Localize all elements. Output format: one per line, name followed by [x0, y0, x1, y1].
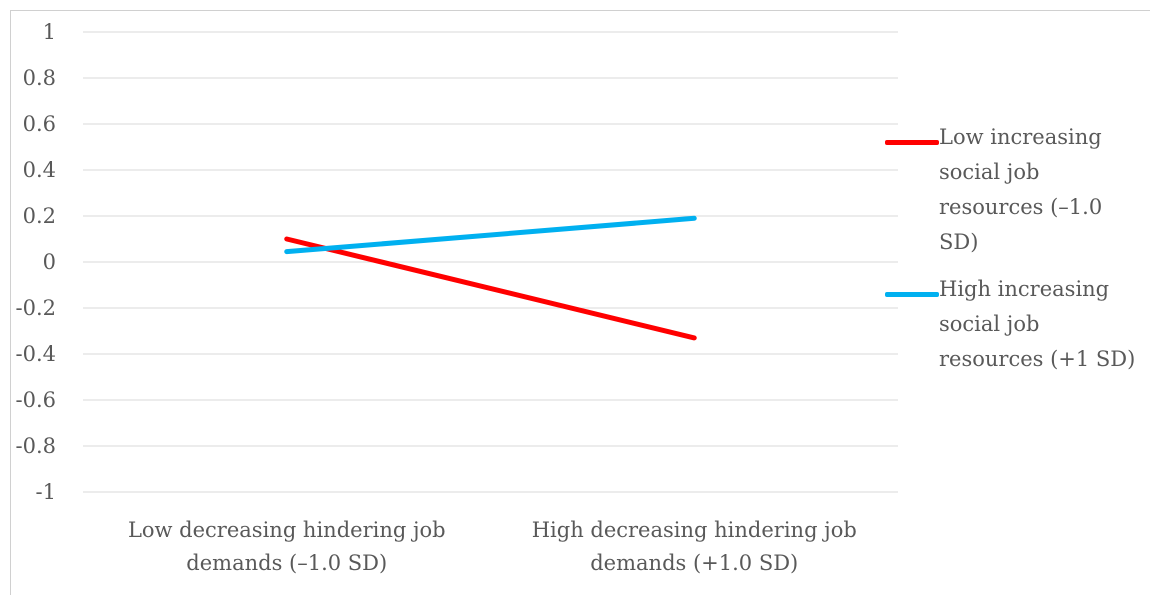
- legend-swatch-low-resources: [885, 140, 939, 145]
- x-tick-label: Low decreasing hindering job demands (–1.…: [128, 518, 446, 575]
- gridlines: [83, 31, 898, 493]
- legend-item-low-resources: Low increasing social job resources (–1.…: [885, 120, 1145, 260]
- y-tick-label: -0.4: [16, 342, 57, 366]
- y-tick-label: 0.6: [23, 112, 56, 136]
- series-lines: [284, 215, 697, 341]
- y-tick-label: 0.4: [23, 158, 56, 182]
- y-axis-tick-labels: 1 0.8 0.6 0.4 0.2 0 -0.2 -0.4 -0.6 -0.8 -1: [16, 20, 57, 504]
- x-tick-label: High decreasing hindering job demands (+1…: [532, 518, 857, 575]
- legend-label-low-resources: Low increasing social job resources (–1.…: [939, 125, 1103, 254]
- series-line-high-resources: [284, 215, 697, 255]
- legend: Low increasing social job resources (–1.…: [885, 120, 1145, 389]
- chart-frame: [10, 10, 1150, 595]
- legend-swatch-high-resources: [885, 292, 939, 297]
- y-tick-label: 0: [43, 250, 56, 274]
- y-tick-label: -0.2: [16, 296, 57, 320]
- legend-item-high-resources: High increasing social job resources (+1…: [885, 272, 1145, 377]
- y-tick-label: -0.6: [16, 388, 57, 412]
- y-tick-label: -1: [36, 480, 56, 504]
- x-axis-tick-labels: Low decreasing hindering job demands (–1.…: [128, 518, 857, 575]
- legend-label-high-resources: High increasing social job resources (+1…: [939, 277, 1136, 371]
- y-tick-label: 0.8: [23, 66, 56, 90]
- series-line-low-resources: [284, 236, 697, 341]
- y-tick-label: -0.8: [16, 434, 57, 458]
- y-tick-label: 1: [43, 20, 56, 44]
- y-tick-label: 0.2: [23, 204, 56, 228]
